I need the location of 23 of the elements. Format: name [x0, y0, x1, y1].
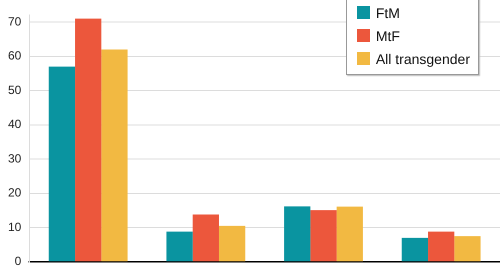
legend-label: FtM [376, 4, 400, 20]
y-tick-label: 70 [8, 14, 22, 28]
legend-label: MtF [376, 28, 400, 44]
bar [166, 232, 193, 262]
y-tick-label: 20 [8, 186, 22, 200]
bar [48, 66, 76, 262]
y-tick-label: 30 [8, 151, 22, 166]
bar [218, 226, 246, 262]
y-tick-label: 60 [8, 48, 22, 63]
bar [428, 232, 454, 262]
legend-label: All transgender [376, 50, 470, 66]
bar [454, 236, 481, 262]
bar [336, 206, 363, 262]
bar [192, 214, 219, 262]
y-tick-label: 0 [14, 254, 22, 268]
bar [75, 18, 102, 262]
bar [284, 206, 310, 262]
y-tick-label: 50 [8, 82, 22, 97]
bar [101, 49, 128, 262]
y-tick-label: 40 [8, 117, 22, 132]
bar [310, 210, 337, 262]
bar [402, 238, 428, 262]
y-tick-label: 10 [8, 220, 22, 234]
